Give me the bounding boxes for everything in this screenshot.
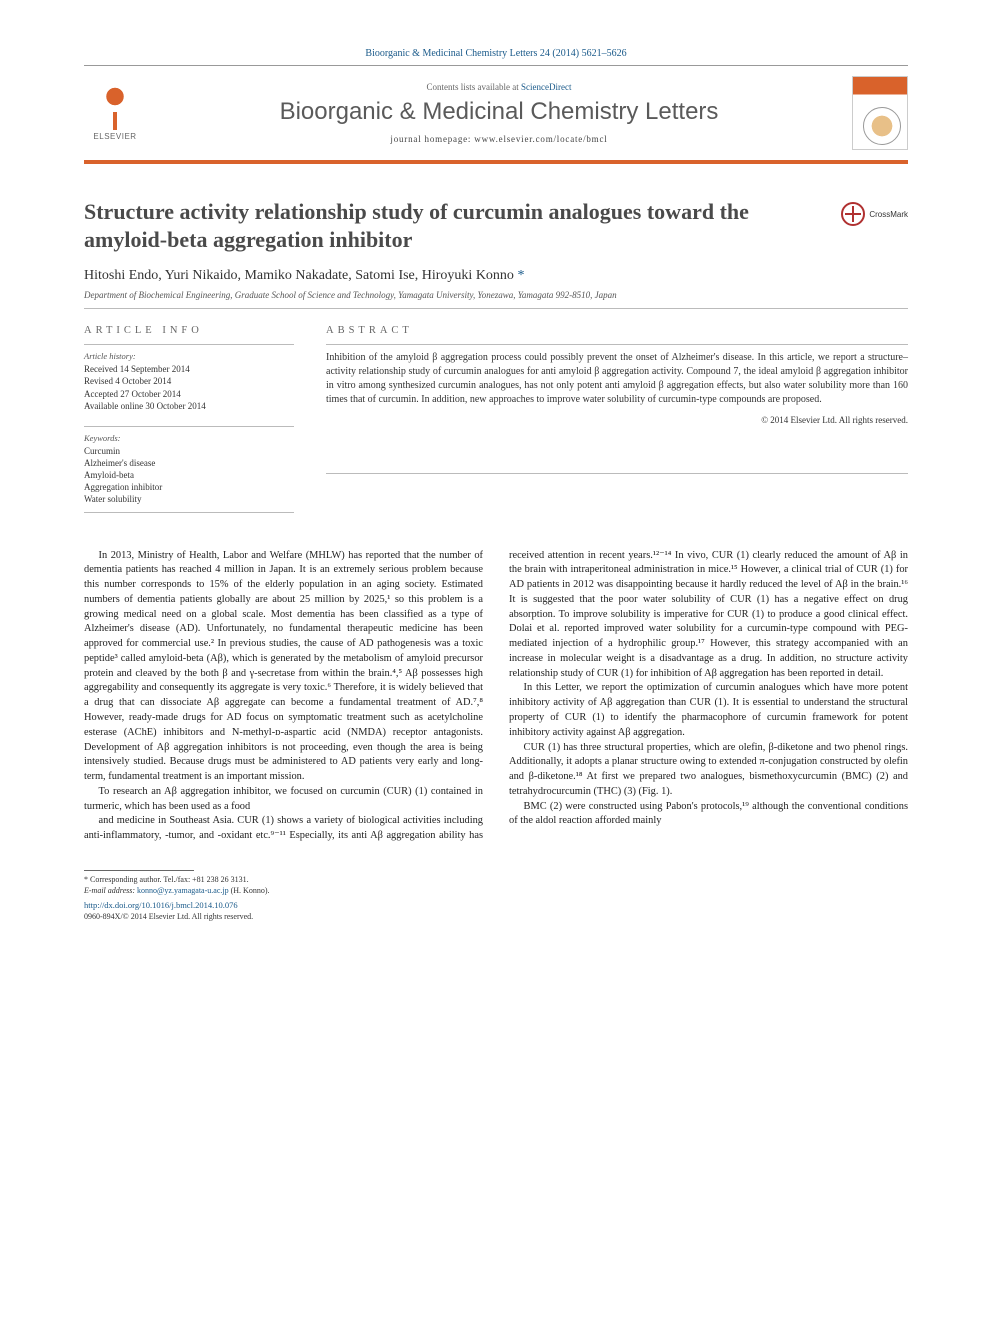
email-link[interactable]: konno@yz.yamagata-u.ac.jp xyxy=(137,886,229,895)
doi-link[interactable]: http://dx.doi.org/10.1016/j.bmcl.2014.10… xyxy=(84,900,238,910)
online-date: Available online 30 October 2014 xyxy=(84,400,294,412)
keyword: Curcumin xyxy=(84,445,294,457)
email-author-name: (H. Konno). xyxy=(229,886,270,895)
journal-cover-thumb xyxy=(852,76,908,150)
body-paragraph: CUR (1) has three structural properties,… xyxy=(509,741,908,800)
article-title: Structure activity relationship study of… xyxy=(84,198,827,254)
body-paragraph: In this Letter, we report the optimizati… xyxy=(509,681,908,740)
doi-value: 10.1016/j.bmcl.2014.10.076 xyxy=(141,900,237,910)
citation-line: Bioorganic & Medicinal Chemistry Letters… xyxy=(84,48,908,59)
contents-available: Contents lists available at ScienceDirec… xyxy=(158,82,840,92)
article-info-heading: article info xyxy=(84,325,294,336)
corresponding-author-note: * Corresponding author. Tel./fax: +81 23… xyxy=(84,875,908,886)
issn-copyright: 0960-894X/© 2014 Elsevier Ltd. All right… xyxy=(84,912,908,923)
keywords-label: Keywords: xyxy=(84,433,294,443)
keyword: Alzheimer's disease xyxy=(84,457,294,469)
abstract-text: Inhibition of the amyloid β aggregation … xyxy=(326,351,908,407)
corresponding-star-icon: * xyxy=(514,268,525,283)
received-date: Received 14 September 2014 xyxy=(84,363,294,375)
contents-prefix: Contents lists available at xyxy=(427,82,521,92)
divider xyxy=(84,426,294,427)
elsevier-logo: ELSEVIER xyxy=(84,76,146,150)
divider xyxy=(326,473,908,474)
affiliation: Department of Biochemical Engineering, G… xyxy=(84,290,908,300)
email-label: E-mail address: xyxy=(84,886,135,895)
publisher-label: ELSEVIER xyxy=(93,132,136,141)
copyright-line: © 2014 Elsevier Ltd. All rights reserved… xyxy=(326,415,908,425)
footnotes: * Corresponding author. Tel./fax: +81 23… xyxy=(84,864,908,923)
sciencedirect-link[interactable]: ScienceDirect xyxy=(521,82,571,92)
article-history-label: Article history: xyxy=(84,351,294,361)
article-info-column: article info Article history: Received 1… xyxy=(84,325,294,518)
body-paragraph: BMC (2) were constructed using Pabon's p… xyxy=(509,800,908,830)
divider xyxy=(326,344,908,345)
body-paragraph: To research an Aβ aggregation inhibitor,… xyxy=(84,785,483,815)
journal-name: Bioorganic & Medicinal Chemistry Letters xyxy=(158,98,840,126)
keyword: Aggregation inhibitor xyxy=(84,481,294,493)
journal-homepage: journal homepage: www.elsevier.com/locat… xyxy=(158,134,840,144)
keyword: Amyloid-beta xyxy=(84,469,294,481)
article-body: In 2013, Ministry of Health, Labor and W… xyxy=(84,549,908,844)
divider xyxy=(84,308,908,309)
elsevier-tree-icon xyxy=(94,86,136,130)
revised-date: Revised 4 October 2014 xyxy=(84,375,294,387)
authors-line: Hitoshi Endo, Yuri Nikaido, Mamiko Nakad… xyxy=(84,268,908,284)
crossmark-badge[interactable]: CrossMark xyxy=(841,202,908,226)
crossmark-label: CrossMark xyxy=(869,210,908,219)
body-paragraph: In 2013, Ministry of Health, Labor and W… xyxy=(84,549,483,785)
keyword: Water solubility xyxy=(84,493,294,505)
divider xyxy=(84,344,294,345)
journal-header: ELSEVIER Contents lists available at Sci… xyxy=(84,65,908,164)
crossmark-icon xyxy=(841,202,865,226)
authors-text: Hitoshi Endo, Yuri Nikaido, Mamiko Nakad… xyxy=(84,268,514,283)
doi-prefix: http://dx.doi.org/ xyxy=(84,900,141,910)
homepage-prefix: journal homepage: xyxy=(390,134,474,144)
divider xyxy=(84,870,194,871)
abstract-column: abstract Inhibition of the amyloid β agg… xyxy=(326,325,908,518)
divider xyxy=(84,512,294,513)
abstract-heading: abstract xyxy=(326,325,908,336)
homepage-url: www.elsevier.com/locate/bmcl xyxy=(474,134,607,144)
accepted-date: Accepted 27 October 2014 xyxy=(84,388,294,400)
